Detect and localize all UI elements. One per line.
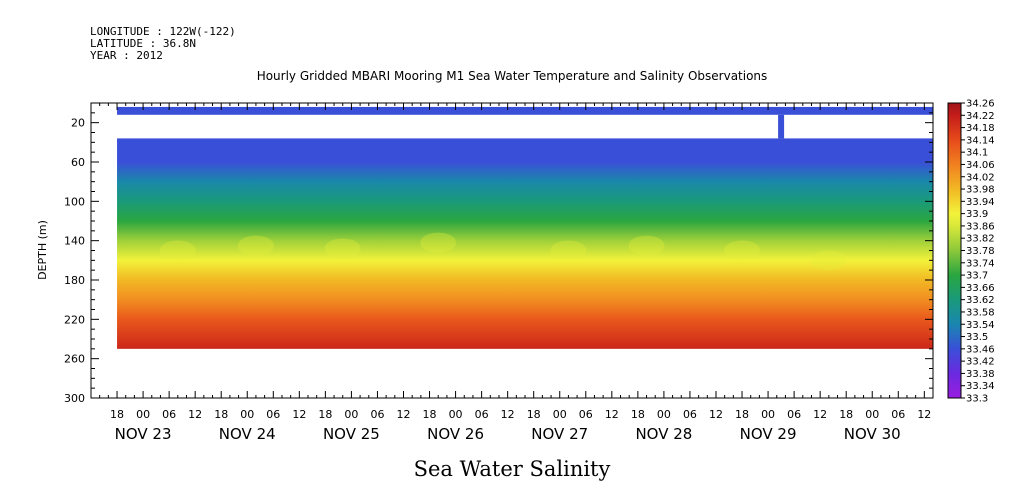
- colorbar-label: 33.82: [966, 234, 995, 245]
- y-tick-label: 300: [64, 392, 85, 405]
- x-tick-label: 18: [631, 408, 645, 421]
- latitude-label: LATITUDE : 36.8N: [90, 37, 196, 50]
- colorbar-label: 34.22: [966, 111, 995, 122]
- x-tick-label: 18: [214, 408, 228, 421]
- date-label: NOV 26: [427, 425, 484, 443]
- colorbar-label: 34.26: [966, 99, 995, 110]
- y-tick-label: 260: [64, 353, 85, 366]
- y-axis: 20 60 100 140 180 220 260 300: [64, 102, 933, 405]
- sensor-gap-bar: [778, 114, 785, 139]
- date-label: NOV 30: [844, 425, 901, 443]
- mixing-plume-4: [550, 240, 587, 261]
- x-tick-label: 12: [813, 408, 827, 421]
- y-axis-label: DEPTH (m): [36, 220, 49, 280]
- mixing-plume-5: [628, 235, 665, 256]
- x-tick-label: 06: [787, 408, 801, 421]
- colorbar-label: 33.5: [966, 332, 988, 343]
- colorbar-label: 33.7: [966, 271, 988, 282]
- bottom-caption: Sea Water Salinity: [414, 457, 611, 481]
- x-tick-label: 12: [188, 408, 202, 421]
- colorbar-label: 33.94: [966, 197, 995, 208]
- x-tick-label: 18: [527, 408, 541, 421]
- salinity-field: [117, 138, 933, 349]
- colorbar-label: 33.66: [966, 283, 995, 294]
- colorbar-label: 34.18: [966, 123, 995, 134]
- x-axis: 18 00 06 12 18 00 06 12 18 00 06 12 18 00 06 12 18 00 06 12…: [90, 103, 934, 421]
- x-tick-label: 00: [865, 408, 879, 421]
- x-tick-label: 12: [709, 408, 723, 421]
- x-tick-label: 00: [449, 408, 463, 421]
- x-tick-label: 06: [266, 408, 280, 421]
- x-tick-label: 06: [579, 408, 593, 421]
- mixing-plume-0: [159, 240, 196, 261]
- mixing-plume-3: [420, 232, 457, 253]
- x-tick-label: 00: [761, 408, 775, 421]
- y-tick-label: 220: [64, 313, 85, 326]
- x-tick-label: 06: [162, 408, 176, 421]
- date-label: NOV 23: [115, 425, 172, 443]
- mixing-plume-7: [810, 250, 847, 271]
- colorbar-label: 33.9: [966, 209, 988, 220]
- colorbar-label: 34.14: [966, 135, 995, 146]
- colorbar-label: 33.34: [966, 381, 995, 392]
- mixing-plume-1: [237, 235, 274, 256]
- x-tick-label: 18: [839, 408, 853, 421]
- colorbar-label: 33.54: [966, 320, 995, 331]
- longitude-label: LONGITUDE : 122W(-122): [90, 25, 236, 38]
- colorbar-label: 33.74: [966, 258, 995, 269]
- date-labels: NOV 23 NOV 24 NOV 25 NOV 26 NOV 27 NOV 28 NOV …: [115, 425, 901, 443]
- colorbar-label: 34.02: [966, 172, 995, 183]
- surface-band: [117, 106, 933, 115]
- x-tick-label: 12: [917, 408, 931, 421]
- x-tick-label: 18: [110, 408, 124, 421]
- x-tick-label: 06: [891, 408, 905, 421]
- colorbar-label: 33.62: [966, 295, 995, 306]
- colorbar: 34.2634.2234.1834.1434.134.0634.0233.983…: [947, 99, 995, 405]
- date-label: NOV 29: [740, 425, 797, 443]
- colorbar-label: 33.58: [966, 307, 995, 318]
- colorbar-label: 33.86: [966, 221, 995, 232]
- date-label: NOV 24: [219, 425, 276, 443]
- x-tick-label: 00: [136, 408, 150, 421]
- x-tick-label: 12: [605, 408, 619, 421]
- x-tick-label: 06: [475, 408, 489, 421]
- y-tick-label: 20: [71, 117, 85, 130]
- plot-area: [91, 103, 933, 398]
- y-tick-label: 100: [64, 195, 85, 208]
- x-tick-label: 18: [318, 408, 332, 421]
- x-tick-label: 00: [553, 408, 567, 421]
- y-tick-label: 140: [64, 235, 85, 248]
- x-tick-label: 06: [683, 408, 697, 421]
- mixing-plume-2: [324, 238, 361, 259]
- colorbar-strip: [947, 102, 962, 399]
- colorbar-label: 33.78: [966, 246, 995, 257]
- colorbar-label: 34.06: [966, 160, 995, 171]
- y-tick-label: 60: [71, 156, 85, 169]
- colorbar-label: 33.42: [966, 357, 995, 368]
- x-tick-label: 12: [396, 408, 410, 421]
- date-label: NOV 28: [635, 425, 692, 443]
- x-tick-label: 12: [292, 408, 306, 421]
- date-label: NOV 27: [531, 425, 588, 443]
- y-tick-label: 180: [64, 274, 85, 287]
- year-label: YEAR : 2012: [90, 49, 163, 62]
- x-tick-label: 00: [657, 408, 671, 421]
- colorbar-label: 33.98: [966, 185, 995, 196]
- mixing-plume-6: [724, 240, 761, 261]
- colorbar-label: 34.1: [966, 148, 988, 159]
- x-tick-label: 00: [344, 408, 358, 421]
- x-tick-label: 18: [423, 408, 437, 421]
- date-label: NOV 25: [323, 425, 380, 443]
- chart-title: Hourly Gridded MBARI Mooring M1 Sea Wate…: [257, 69, 768, 83]
- x-tick-label: 12: [501, 408, 515, 421]
- mixing-plumes: [159, 232, 847, 271]
- colorbar-label: 33.46: [966, 344, 995, 355]
- x-tick-label: 00: [240, 408, 254, 421]
- x-tick-label: 06: [370, 408, 384, 421]
- colorbar-label: 33.38: [966, 369, 995, 380]
- colorbar-label: 33.3: [966, 394, 988, 405]
- x-tick-label: 18: [735, 408, 749, 421]
